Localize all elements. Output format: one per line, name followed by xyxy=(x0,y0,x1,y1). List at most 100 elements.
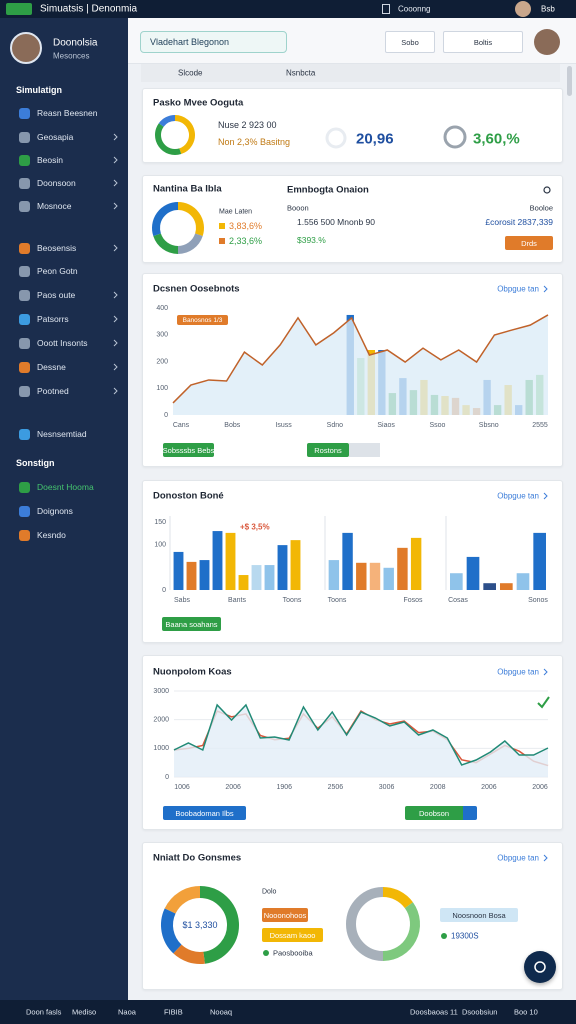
donut-center: $1 3,330 xyxy=(182,920,218,930)
menu-item[interactable]: Peon Gotn xyxy=(37,266,78,276)
footer-item[interactable]: Doon fasls xyxy=(26,1007,62,1017)
card-title: Emnbogta Onaion xyxy=(287,184,369,196)
legend-value: 3,83,6% xyxy=(229,221,263,231)
legend-pill[interactable]: Nooonohoos xyxy=(262,908,308,922)
card-title: Donoston Boné xyxy=(153,490,224,502)
status-text: Cooonng xyxy=(398,4,431,14)
legend-swatch xyxy=(219,238,225,244)
profile-name: Doonolsia xyxy=(53,37,98,49)
footer-item[interactable]: Nooaq xyxy=(210,1007,233,1017)
menu-icon xyxy=(19,155,30,166)
menu-item[interactable]: Paos oute xyxy=(37,290,76,300)
footer-item[interactable]: Naoa xyxy=(118,1007,136,1017)
section-title: Sonstign xyxy=(16,458,55,468)
card-link[interactable]: Obpgue tan xyxy=(497,491,539,501)
search-box[interactable] xyxy=(140,31,287,53)
footer-item[interactable]: Doosbaoas 11 xyxy=(410,1007,458,1017)
logo xyxy=(6,3,32,15)
footer-item[interactable]: Dsoobsiun xyxy=(462,1007,498,1017)
kpi-value: 3,60,% xyxy=(473,130,520,148)
menu-item[interactable]: Ooott Insonts xyxy=(37,338,88,348)
kpi-value: 20,96 xyxy=(356,130,394,148)
header-button[interactable]: Sobo xyxy=(385,31,435,53)
menu-item[interactable]: Patsorrs xyxy=(37,314,69,324)
menu-item[interactable]: Reasn Beesnen xyxy=(37,108,98,118)
card-link[interactable]: Obpgue tan xyxy=(497,284,539,294)
button[interactable]: Baana soahans xyxy=(162,617,221,631)
section-title: Simulatign xyxy=(16,85,63,95)
card xyxy=(142,88,563,163)
card xyxy=(142,655,563,830)
card-title: Nantina Ba Ibla xyxy=(153,183,222,195)
fab[interactable] xyxy=(524,951,556,983)
button[interactable]: Doobson xyxy=(405,806,477,820)
footer-item[interactable]: Boo 10 xyxy=(514,1007,538,1017)
menu-icon xyxy=(19,386,30,397)
legend-pill[interactable]: Dossam kaoo xyxy=(262,928,323,942)
menu-icon xyxy=(19,338,30,349)
legend-title: Dolo xyxy=(262,888,277,896)
menu-item[interactable]: Doonsoon xyxy=(37,178,76,188)
legend-dot xyxy=(263,950,269,956)
menu-icon xyxy=(19,178,30,189)
card xyxy=(142,273,563,467)
stat: $393.% xyxy=(297,235,326,245)
user-avatar[interactable] xyxy=(515,1,531,17)
label: Booon xyxy=(287,203,309,213)
menu-icon xyxy=(19,362,30,373)
menu-item[interactable]: Dessne xyxy=(37,362,66,372)
menu-item[interactable]: Pootned xyxy=(37,386,69,396)
legend-value: 2,33,6% xyxy=(229,236,263,246)
menu-icon xyxy=(19,482,30,493)
profile-role: Mesonces xyxy=(53,51,90,61)
menu-icon xyxy=(19,132,30,143)
card-title: Dcsnen Oosebnots xyxy=(153,283,240,295)
chart-tag[interactable]: Banosnos 1/3 xyxy=(177,315,228,325)
menu-item[interactable]: Doignons xyxy=(37,506,73,516)
annotation: +$ 3,5% xyxy=(240,522,270,532)
app-title: Simuatsis | Denonmia xyxy=(40,3,138,15)
menu-icon xyxy=(19,201,30,212)
scrollbar xyxy=(567,66,572,96)
menu-item[interactable]: Beosin xyxy=(37,155,63,165)
card-title: Nniatt Do Gonsmes xyxy=(153,852,242,864)
menu-item[interactable]: Beosensis xyxy=(37,243,77,253)
top-bar xyxy=(0,0,576,18)
menu-item[interactable]: Mosnoce xyxy=(37,201,72,211)
menu-icon xyxy=(19,243,30,254)
card xyxy=(142,175,563,263)
legend-label: Paosbooiba xyxy=(273,948,313,958)
header-button[interactable]: Boltis xyxy=(443,31,523,53)
legend-pill[interactable]: Noosnoon Bosa xyxy=(440,908,518,922)
legend-dot xyxy=(441,933,447,939)
menu-icon xyxy=(19,506,30,517)
footer-bar xyxy=(0,1000,576,1024)
tab[interactable]: Slcode xyxy=(178,68,203,78)
menu-icon xyxy=(19,290,30,301)
menu-item[interactable]: Nesnsemtiad xyxy=(37,429,87,439)
menu-item[interactable]: Geosapia xyxy=(37,132,74,142)
legend-title: Mae Laten xyxy=(219,208,253,216)
card-link[interactable]: Obpgue tan xyxy=(497,667,539,677)
kpi-text: Non 2,3% Basitng xyxy=(218,137,291,147)
tab[interactable]: Nsnbcta xyxy=(286,68,316,78)
footer-item[interactable]: Mediso xyxy=(72,1007,97,1017)
tab-strip xyxy=(141,64,560,82)
menu-item[interactable]: Kesndo xyxy=(37,530,66,540)
button[interactable]: Rostons xyxy=(307,443,349,457)
menu-item[interactable]: Doesnt Hooma xyxy=(37,482,94,492)
header-avatar[interactable] xyxy=(534,29,560,55)
menu-icon xyxy=(19,429,30,440)
card-link[interactable]: Obpgue tan xyxy=(497,853,539,863)
button[interactable]: Drds xyxy=(505,236,553,250)
stat: 1.556 500 Mnonb 90 xyxy=(297,217,375,227)
button[interactable]: Sobsssbs Bebs xyxy=(163,443,214,457)
card-title: Nuonpolom Koas xyxy=(153,666,232,678)
button-extension xyxy=(349,443,380,457)
stat: £corosit 2837,339 xyxy=(485,217,553,227)
status-icon xyxy=(382,4,390,14)
card-title: Pasko Mvee Ooguta xyxy=(153,97,244,109)
menu-icon xyxy=(19,108,30,119)
button[interactable]: Boobadoman Ilbs xyxy=(163,806,246,820)
footer-item[interactable]: FIBIB xyxy=(164,1007,183,1017)
